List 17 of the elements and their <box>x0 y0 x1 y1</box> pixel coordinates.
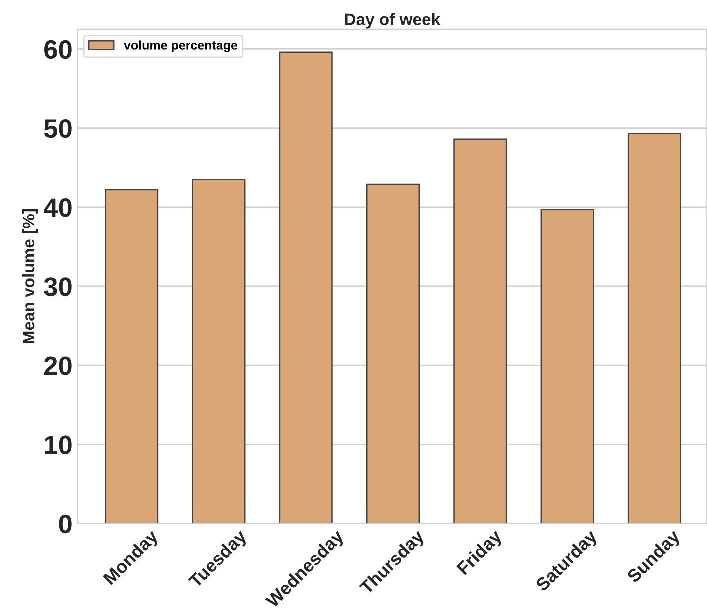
y-tick-label: 0 <box>59 514 72 534</box>
chart-title: Day of week <box>345 13 441 29</box>
y-tick-label: 50 <box>44 119 72 138</box>
y-tick-label: 10 <box>45 436 72 454</box>
y-axis-title: Mean volume [%] <box>22 209 38 344</box>
y-tick-label: 20 <box>44 356 72 376</box>
y-tick-label: 40 <box>44 198 72 218</box>
bar <box>540 209 594 524</box>
bar <box>279 52 333 524</box>
y-tick-label: 30 <box>44 278 72 296</box>
bar <box>454 138 508 524</box>
bar <box>628 133 682 524</box>
bar <box>192 179 246 524</box>
legend-label: volume percentage <box>124 40 238 52</box>
y-tick-label: 60 <box>44 40 72 60</box>
bar <box>366 184 420 524</box>
bar <box>105 189 159 524</box>
